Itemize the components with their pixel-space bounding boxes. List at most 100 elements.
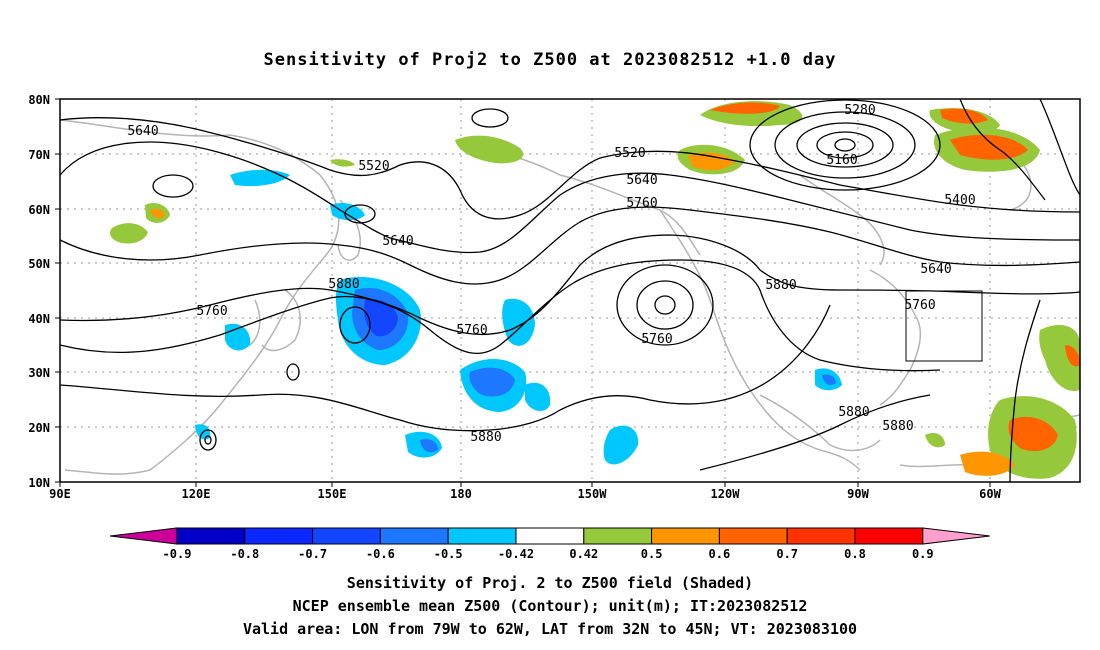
lat-label: 30N	[28, 366, 50, 380]
contour-closed	[199, 429, 217, 451]
shade-positive	[110, 223, 148, 244]
colorbar-box	[583, 527, 653, 545]
colorbar-label: 0.6	[709, 547, 731, 561]
colorbar-label: -0.6	[366, 547, 395, 561]
contour-label: 5640	[127, 124, 158, 139]
shade-positive	[950, 134, 1028, 160]
shade-negative	[469, 367, 515, 397]
lat-label: 10N	[28, 476, 50, 490]
lon-label: 90W	[847, 487, 869, 501]
shade-positive	[1008, 416, 1058, 452]
contour-label: 5880	[765, 278, 796, 293]
contour-line	[1039, 98, 1081, 196]
coastline-na-east	[869, 269, 922, 406]
contour-closed	[834, 138, 856, 152]
lon-label: 120E	[182, 487, 211, 501]
shade-positive	[688, 152, 735, 171]
shade-negative	[525, 382, 551, 412]
lon-label: 150W	[578, 487, 608, 501]
colorbar-box	[651, 527, 720, 545]
colorbar-labels: -0.9 -0.8 -0.7 -0.6 -0.5 -0.42 0.42 0.5 0.6 0.7 0.…	[163, 547, 934, 561]
contour-closed	[471, 108, 509, 128]
contour-closed	[816, 131, 874, 159]
coastline-mexico	[759, 394, 881, 452]
shade-negative	[420, 439, 438, 453]
contour-label: 5160	[826, 153, 857, 168]
lon-label: 60W	[979, 487, 1001, 501]
contour-label: 5400	[944, 193, 975, 208]
lat-label: 70N	[28, 148, 50, 162]
shade-negative	[364, 299, 398, 337]
contour-closed	[616, 264, 714, 346]
contour-line	[59, 206, 1081, 285]
caption-valid-area: Valid area: LON from 79W to 62W, LAT fro…	[242, 620, 858, 638]
shade-negative	[822, 374, 836, 385]
contour-label: 5640	[382, 234, 413, 249]
contour-label: 5880	[328, 277, 359, 292]
shade-positive	[1065, 345, 1080, 367]
contour-label: 5760	[196, 304, 227, 319]
contour-closed	[774, 111, 916, 179]
lon-label: 120W	[711, 487, 741, 501]
colorbar	[109, 527, 990, 545]
map-title: Sensitivity of Proj2 to Z500 at 20230825…	[263, 50, 837, 70]
contour-closed	[796, 122, 894, 168]
map-frame	[59, 98, 1081, 483]
colorbar-box	[312, 527, 381, 545]
colorbar-label: 0.8	[844, 547, 866, 561]
lat-labels: 80N 70N 60N 50N 40N 30N 20N 10N	[28, 93, 50, 490]
coastline-korea	[249, 299, 261, 346]
contour-label: 5760	[626, 196, 657, 211]
shade-positive	[330, 159, 355, 167]
coastline-hudson	[799, 174, 885, 266]
colorbar-label: -0.5	[434, 547, 463, 561]
colorbar-box	[718, 527, 788, 545]
colorbar-max-triangle	[922, 527, 990, 545]
colorbar-box	[379, 527, 449, 545]
lon-label: 90E	[49, 487, 71, 501]
lat-label: 20N	[28, 421, 50, 435]
contour-label: 5760	[641, 332, 672, 347]
contour-line	[59, 117, 1081, 220]
colorbar-box	[176, 527, 246, 545]
colorbar-label: 0.42	[569, 547, 598, 561]
contour-closed	[286, 363, 300, 381]
colorbar-box	[515, 527, 585, 545]
coastline-asia	[59, 119, 340, 475]
contour-line	[699, 394, 931, 471]
colorbar-label: -0.7	[298, 547, 327, 561]
contour-line	[1009, 299, 1041, 483]
coastline-japan	[261, 289, 301, 352]
shade-positive	[925, 433, 945, 448]
shaded-negative	[195, 169, 842, 465]
contour-label: 5880	[882, 419, 913, 434]
lon-label: 150E	[318, 487, 347, 501]
colorbar-box	[244, 527, 314, 545]
colorbar-box	[786, 527, 856, 545]
shade-positive	[940, 108, 988, 124]
shade-negative	[603, 425, 639, 465]
contour-label: 5280	[844, 103, 875, 118]
colorbar-label: -0.9	[163, 547, 192, 561]
colorbar-label: 0.7	[776, 547, 798, 561]
contour-closed	[344, 204, 376, 224]
colorbar-label: 0.5	[641, 547, 663, 561]
coastline-na-west	[659, 209, 861, 471]
contour-closed	[749, 99, 941, 191]
lat-label: 60N	[28, 203, 50, 217]
contour-closed	[654, 295, 676, 315]
contour-line	[959, 98, 1046, 201]
colorbar-box	[854, 527, 924, 545]
contour-labels: 5640 5520 5640 5880 5760 5760 5520 5640 …	[127, 103, 975, 445]
axis-ticks	[55, 98, 991, 487]
shade-negative	[502, 298, 535, 346]
lon-labels: 90E 120E 150E 180 150W 120W 90W 60W	[49, 487, 1001, 501]
caption-contour: NCEP ensemble mean Z500 (Contour); unit(…	[292, 597, 808, 615]
contour-line	[59, 234, 1081, 336]
contour-label: 5880	[470, 430, 501, 445]
shade-negative	[230, 169, 290, 187]
shade-positive	[710, 102, 780, 114]
contours	[59, 98, 1081, 483]
contour-line	[59, 259, 941, 372]
